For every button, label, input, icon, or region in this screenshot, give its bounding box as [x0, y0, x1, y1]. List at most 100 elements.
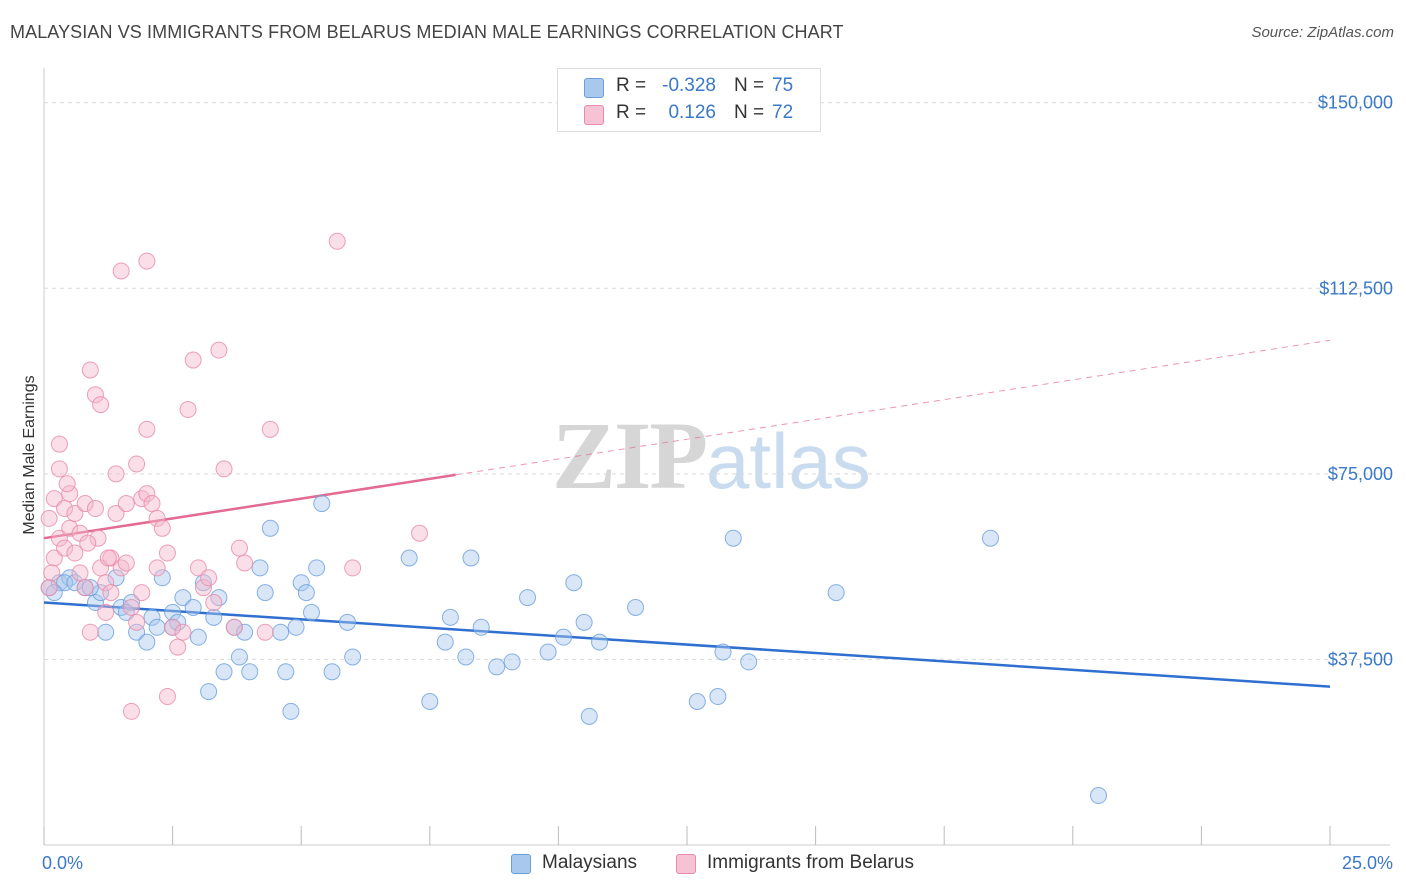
data-point — [205, 608, 223, 626]
data-point — [143, 495, 161, 513]
data-point — [66, 544, 84, 562]
data-point — [79, 534, 97, 552]
data-point — [411, 524, 429, 542]
data-point — [981, 529, 999, 547]
data-point — [184, 598, 202, 616]
data-point — [688, 692, 706, 710]
data-point — [164, 603, 182, 621]
data-point — [158, 688, 176, 706]
data-point — [117, 554, 135, 572]
r-value: -0.328 — [662, 75, 716, 96]
data-point — [97, 574, 115, 592]
r-value: 0.126 — [668, 102, 716, 123]
data-point — [43, 564, 61, 582]
y-tick-label: $37,500 — [1328, 649, 1393, 669]
data-point — [107, 465, 125, 483]
data-point — [122, 702, 140, 720]
data-point — [153, 569, 171, 587]
data-point — [591, 633, 609, 651]
data-point — [174, 623, 192, 641]
data-point — [724, 529, 742, 547]
data-point — [81, 579, 99, 597]
data-point — [148, 559, 166, 577]
data-point — [261, 519, 279, 537]
y-axis-label: Median Male Earnings — [21, 375, 38, 534]
data-point — [272, 623, 290, 641]
data-point — [488, 658, 506, 676]
trend-lines — [43, 339, 1331, 688]
data-point — [61, 485, 79, 503]
data-point — [277, 663, 295, 681]
data-point — [441, 608, 459, 626]
watermark: ZIPatlas — [552, 400, 871, 511]
data-point — [472, 618, 490, 636]
data-point — [40, 509, 58, 527]
y-tick-label: $112,500 — [1319, 278, 1393, 298]
data-point — [133, 490, 151, 508]
data-point — [112, 598, 130, 616]
tick-labels: $37,500 $75,000 $112,500 $150,000 0.0% 25.0% — [42, 93, 1393, 873]
series-belarus — [40, 232, 429, 720]
data-point — [189, 628, 207, 646]
chart-title: MALAYSIAN VS IMMIGRANTS FROM BELARUS MED… — [10, 22, 844, 42]
n-label: N = — [734, 75, 765, 96]
data-point — [575, 613, 593, 631]
data-point — [457, 648, 475, 666]
source-credit: Source: ZipAtlas.com — [1251, 24, 1394, 41]
data-point — [107, 504, 125, 522]
data-point — [86, 594, 104, 612]
data-point — [112, 559, 130, 577]
data-point — [133, 584, 151, 602]
data-point — [400, 549, 418, 567]
data-point — [99, 549, 117, 567]
data-point — [76, 579, 94, 597]
data-point — [184, 351, 202, 369]
data-point — [97, 603, 115, 621]
data-point — [580, 707, 598, 725]
data-point — [225, 618, 243, 636]
data-point — [503, 653, 521, 671]
data-point — [138, 420, 156, 438]
correlation-legend: R = -0.328 N = 75 R = 0.126 N = 72 — [557, 68, 821, 132]
data-point — [215, 460, 233, 478]
data-point — [61, 519, 79, 537]
data-point — [86, 500, 104, 518]
data-point — [210, 589, 228, 607]
data-point — [122, 598, 140, 616]
data-point — [117, 495, 135, 513]
data-point — [210, 341, 228, 359]
n-label: N = — [734, 102, 765, 123]
data-point — [282, 702, 300, 720]
legend-swatch-belarus — [584, 105, 604, 125]
data-point — [323, 663, 341, 681]
data-point — [45, 549, 63, 567]
data-point — [143, 608, 161, 626]
data-point — [230, 648, 248, 666]
data-point — [236, 623, 254, 641]
data-point — [740, 653, 758, 671]
data-point — [128, 613, 146, 631]
data-point — [539, 643, 557, 661]
data-point — [158, 544, 176, 562]
y-tick-label: $150,000 — [1318, 93, 1393, 113]
data-point — [50, 460, 68, 478]
data-point — [148, 509, 166, 527]
data-points — [40, 232, 1108, 805]
trend-line-belarus-solid — [43, 473, 456, 540]
data-point — [230, 539, 248, 557]
data-point — [81, 361, 99, 379]
data-point — [45, 584, 63, 602]
trend-line-belarus-dashed — [455, 339, 1331, 476]
data-point — [107, 569, 125, 587]
legend-swatch-malaysians — [584, 78, 604, 98]
data-point — [138, 633, 156, 651]
data-point — [56, 574, 74, 592]
data-point — [344, 648, 362, 666]
data-point — [92, 396, 110, 414]
data-point — [76, 495, 94, 513]
x-tick-label: 25.0% — [1342, 853, 1393, 873]
data-point — [153, 519, 171, 537]
data-point — [50, 529, 68, 547]
data-point — [436, 633, 454, 651]
